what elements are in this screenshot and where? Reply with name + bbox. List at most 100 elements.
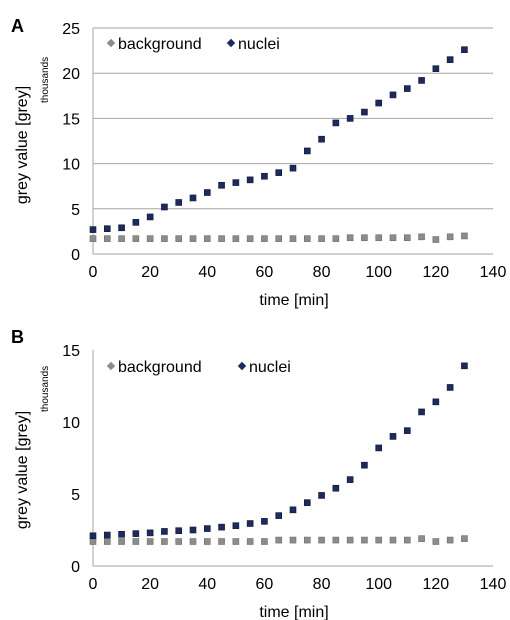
point-a-nuclei-22	[403, 85, 411, 92]
point-b-nuclei-15	[303, 499, 311, 506]
point-b-nuclei-25	[446, 384, 454, 391]
point-a-nuclei-14	[289, 164, 297, 172]
data-points-a	[89, 46, 468, 243]
point-a-nuclei-20	[375, 99, 383, 107]
y-tick-label-a-2: 10	[62, 157, 80, 174]
point-b-nuclei-20	[375, 444, 383, 452]
point-a-background-7	[189, 235, 197, 242]
point-a-nuclei-5	[161, 203, 168, 211]
point-b-background-2	[118, 538, 125, 545]
y-tick-label-a-1: 5	[71, 202, 80, 219]
point-a-background-17	[332, 235, 340, 242]
x-tick-label-b-0: 0	[89, 576, 98, 593]
x-axis-title-b: time [min]	[259, 604, 328, 620]
point-a-background-16	[318, 235, 325, 242]
x-tick-label-a-2: 40	[198, 264, 216, 281]
point-a-background-6	[175, 235, 183, 242]
point-b-nuclei-26	[461, 362, 468, 370]
point-b-background-15	[303, 536, 311, 544]
point-b-background-26	[461, 535, 468, 542]
y-axis-title-a: grey value [grey]	[14, 86, 31, 204]
point-a-nuclei-7	[189, 194, 197, 202]
point-a-nuclei-8	[203, 189, 211, 196]
point-a-nuclei-6	[175, 199, 183, 206]
point-b-background-9	[218, 538, 225, 545]
chart-panel-a: A thousands grey value [grey] time [min]…	[11, 16, 506, 309]
x-tick-label-a-6: 120	[423, 264, 450, 281]
point-b-background-16	[318, 536, 325, 544]
point-b-nuclei-19	[361, 461, 368, 469]
point-b-background-17	[332, 536, 340, 544]
point-b-background-6	[175, 538, 183, 545]
point-a-background-14	[289, 235, 297, 242]
x-tick-label-a-1: 20	[141, 264, 159, 281]
point-b-background-4	[146, 538, 154, 545]
point-b-nuclei-24	[432, 398, 440, 406]
point-b-nuclei-5	[161, 528, 168, 535]
y-tick-label-b-0: 0	[71, 559, 80, 576]
legend-marker-background-b	[106, 361, 116, 371]
point-b-background-12	[261, 538, 268, 545]
point-a-nuclei-15	[303, 147, 311, 155]
point-a-background-15	[303, 235, 311, 242]
gridlines-a	[93, 27, 493, 210]
point-b-nuclei-23	[418, 408, 425, 416]
point-b-background-18	[346, 536, 354, 544]
point-b-background-21	[389, 536, 397, 544]
point-a-nuclei-16	[318, 135, 325, 143]
point-b-background-14	[289, 536, 297, 544]
legend-label-background-a: background	[118, 36, 202, 53]
point-a-nuclei-0	[89, 226, 97, 233]
y-tick-labels-b: 0 5 10 15	[62, 343, 80, 576]
chart-panel-b: B thousands grey value [grey] time [min]…	[11, 327, 506, 620]
point-a-background-4	[146, 235, 154, 242]
point-b-nuclei-9	[218, 523, 225, 531]
point-b-background-0	[89, 538, 97, 545]
y-axis-title-b: grey value [grey]	[14, 411, 31, 529]
point-a-background-2	[118, 235, 125, 242]
point-b-nuclei-3	[132, 530, 140, 537]
panel-label-a: A	[11, 16, 24, 36]
x-tick-label-a-5: 100	[365, 264, 392, 281]
point-a-background-19	[361, 234, 368, 242]
legend-label-nuclei-b: nuclei	[249, 359, 291, 376]
point-a-nuclei-1	[103, 225, 111, 232]
point-b-nuclei-0	[89, 532, 97, 540]
y-tick-label-b-2: 10	[62, 415, 80, 432]
legend-marker-background-a	[106, 38, 116, 48]
point-b-nuclei-1	[103, 531, 111, 539]
point-b-background-8	[203, 538, 211, 545]
axes-a	[92, 28, 493, 255]
point-b-background-5	[161, 538, 168, 545]
legend-label-nuclei-a: nuclei	[238, 36, 280, 53]
x-tick-label-a-3: 60	[256, 264, 274, 281]
point-a-background-13	[275, 235, 283, 242]
x-tick-label-b-4: 80	[313, 576, 331, 593]
point-a-background-21	[389, 234, 397, 242]
y-tick-label-a-4: 20	[62, 66, 80, 83]
y-tick-label-b-1: 5	[71, 487, 80, 504]
y-tick-label-b-3: 15	[62, 343, 80, 360]
x-tick-label-b-1: 20	[141, 576, 159, 593]
point-a-background-0	[89, 235, 97, 242]
point-a-nuclei-19	[361, 108, 368, 116]
point-b-nuclei-14	[289, 506, 297, 514]
point-a-nuclei-3	[132, 219, 140, 226]
point-a-background-3	[132, 235, 140, 242]
point-b-nuclei-13	[275, 512, 283, 519]
point-a-nuclei-13	[275, 169, 283, 176]
point-b-background-13	[275, 536, 283, 544]
point-a-background-24	[432, 236, 440, 243]
point-a-background-23	[418, 233, 425, 241]
data-points-b	[89, 362, 468, 545]
point-b-nuclei-2	[118, 531, 125, 538]
point-a-nuclei-23	[418, 77, 425, 84]
point-a-nuclei-11	[246, 176, 254, 184]
x-tick-label-a-7: 140	[480, 264, 507, 281]
point-b-background-20	[375, 536, 383, 544]
x-tick-label-a-0: 0	[89, 264, 98, 281]
x-tick-label-b-7: 140	[480, 576, 507, 593]
point-a-nuclei-9	[218, 181, 225, 189]
y-tick-label-a-0: 0	[71, 247, 80, 264]
legend-marker-nuclei-a	[226, 38, 236, 48]
